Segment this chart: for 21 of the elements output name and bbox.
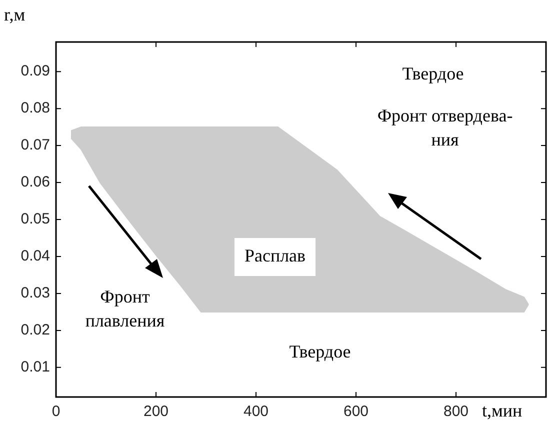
annotation: Расплав — [244, 246, 306, 266]
x-tick-label: 600 — [343, 403, 369, 420]
y-tick-label: 0.06 — [20, 174, 50, 191]
y-tick-label: 0.03 — [20, 284, 50, 302]
x-tick-label: 800 — [443, 403, 469, 420]
y-tick-label: 0.04 — [20, 248, 50, 265]
y-axis-title: r,м — [4, 4, 26, 25]
x-tick-label: 0 — [52, 403, 60, 420]
annotation: Твердое — [289, 342, 351, 362]
annotation: Фронт отвердева- ния — [377, 106, 513, 150]
y-tick-label: 0.01 — [20, 358, 50, 376]
annotation: Твердое — [402, 64, 464, 84]
y-tick-label: 0.05 — [20, 210, 50, 228]
x-axis-title: t,мин — [482, 400, 523, 421]
y-tick-label: 0.07 — [20, 136, 50, 154]
y-tick-label: 0.02 — [20, 322, 50, 339]
annotation: Фронт плавления — [85, 286, 165, 331]
x-tick-label: 400 — [243, 403, 269, 420]
y-tick-label: 0.08 — [20, 100, 50, 117]
x-tick-label: 200 — [143, 403, 169, 420]
y-tick-label: 0.09 — [20, 62, 50, 80]
